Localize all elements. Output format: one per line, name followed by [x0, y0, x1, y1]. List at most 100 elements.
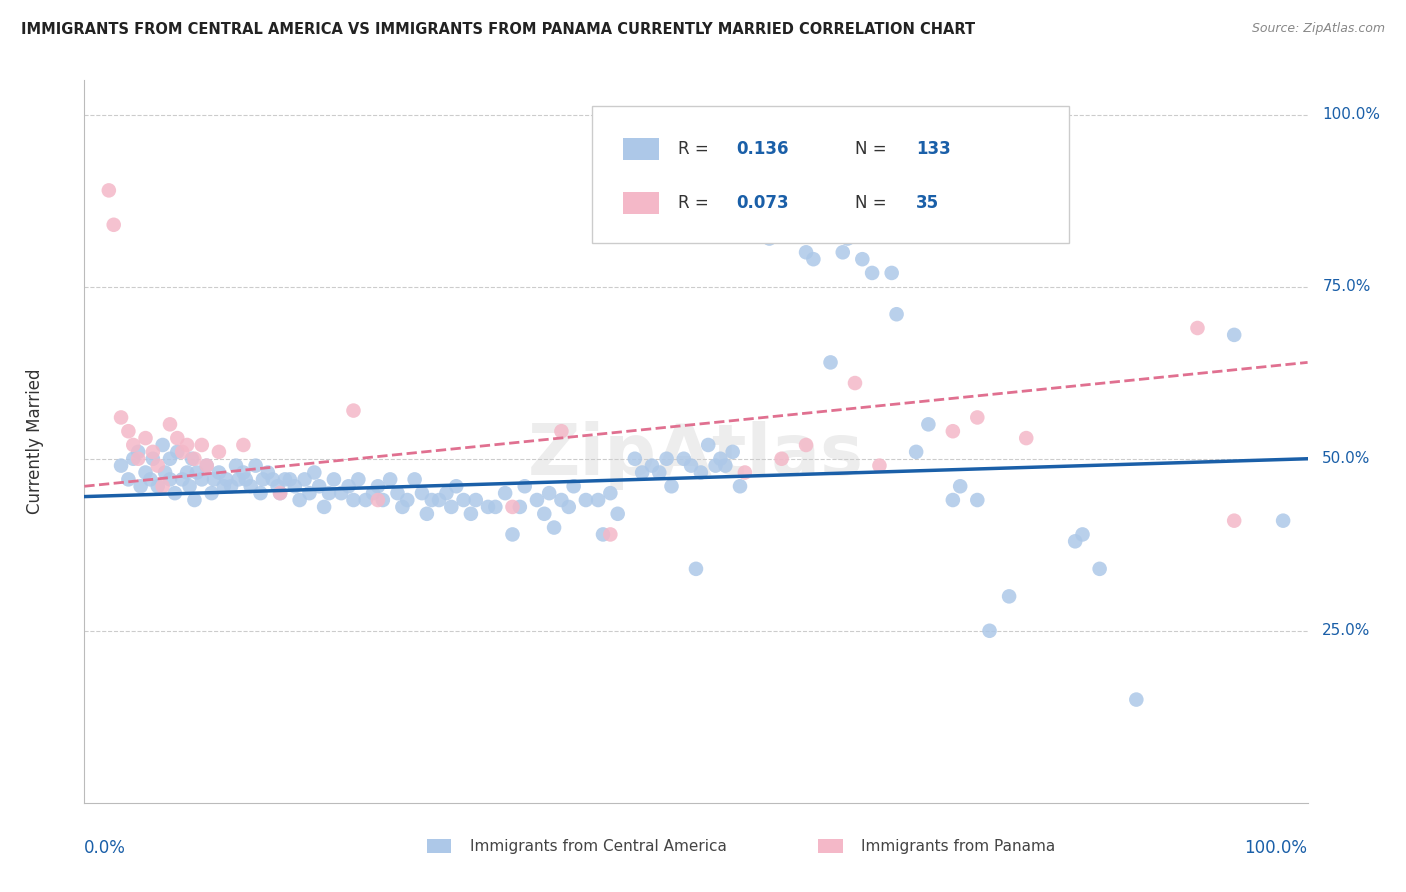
Point	[672, 451, 695, 466]
Point	[631, 466, 654, 480]
Point	[252, 472, 274, 486]
Point	[734, 466, 756, 480]
Point	[1071, 527, 1094, 541]
Point	[917, 417, 939, 432]
Point	[176, 438, 198, 452]
Point	[599, 527, 621, 541]
Point	[288, 493, 311, 508]
Point	[135, 466, 157, 480]
Text: 0.073: 0.073	[737, 194, 789, 212]
Point	[860, 266, 883, 280]
Point	[770, 451, 793, 466]
Point	[153, 466, 176, 480]
Point	[152, 479, 174, 493]
Point	[440, 500, 463, 514]
Point	[122, 451, 145, 466]
Point	[176, 466, 198, 480]
Point	[208, 445, 231, 459]
Point	[460, 507, 482, 521]
Point	[284, 479, 307, 493]
FancyBboxPatch shape	[623, 193, 659, 214]
Point	[186, 466, 208, 480]
Point	[110, 458, 132, 473]
Point	[697, 438, 720, 452]
Text: 0.0%: 0.0%	[84, 838, 127, 857]
Text: 133: 133	[917, 140, 950, 158]
Point	[1223, 514, 1246, 528]
Point	[502, 500, 524, 514]
Point	[820, 355, 842, 369]
Point	[714, 458, 737, 473]
Point	[689, 466, 711, 480]
Point	[127, 445, 149, 459]
Text: 25.0%: 25.0%	[1322, 624, 1371, 639]
Point	[942, 424, 965, 438]
Point	[239, 479, 262, 493]
Text: 100.0%: 100.0%	[1322, 107, 1381, 122]
FancyBboxPatch shape	[427, 838, 451, 854]
Point	[1064, 534, 1087, 549]
Point	[166, 445, 188, 459]
Point	[949, 479, 972, 493]
Point	[411, 486, 433, 500]
Point	[337, 479, 360, 493]
Point	[794, 438, 817, 452]
Text: Source: ZipAtlas.com: Source: ZipAtlas.com	[1251, 22, 1385, 36]
Point	[509, 500, 531, 514]
Point	[129, 479, 152, 493]
Point	[837, 231, 859, 245]
Point	[314, 500, 336, 514]
Point	[655, 451, 678, 466]
Point	[367, 479, 389, 493]
Point	[538, 486, 561, 500]
Point	[416, 507, 439, 521]
Point	[257, 466, 280, 480]
Text: Currently Married: Currently Married	[27, 368, 45, 515]
Point	[709, 451, 731, 466]
Point	[245, 458, 267, 473]
Point	[110, 410, 132, 425]
Point	[1187, 321, 1209, 335]
Point	[380, 472, 402, 486]
Point	[117, 424, 139, 438]
Point	[484, 500, 506, 514]
Point	[592, 527, 614, 541]
Point	[648, 466, 671, 480]
Point	[294, 472, 316, 486]
Point	[494, 486, 516, 500]
Point	[117, 472, 139, 486]
Text: 75.0%: 75.0%	[1322, 279, 1371, 294]
Point	[453, 493, 475, 508]
Text: 35: 35	[917, 194, 939, 212]
Point	[200, 486, 222, 500]
Point	[122, 438, 145, 452]
Text: R =: R =	[678, 140, 714, 158]
Point	[166, 431, 188, 445]
Point	[543, 520, 565, 534]
Point	[269, 486, 291, 500]
Point	[685, 562, 707, 576]
Text: R =: R =	[678, 194, 714, 212]
Point	[195, 458, 218, 473]
Point	[721, 445, 744, 459]
Point	[550, 493, 572, 508]
Point	[562, 479, 585, 493]
Point	[420, 493, 443, 508]
Point	[477, 500, 499, 514]
Point	[179, 479, 201, 493]
Point	[558, 500, 581, 514]
Point	[219, 479, 242, 493]
FancyBboxPatch shape	[592, 105, 1069, 243]
Point	[195, 458, 218, 473]
Point	[526, 493, 548, 508]
Point	[304, 466, 326, 480]
Point	[427, 493, 450, 508]
Point	[599, 486, 621, 500]
Point	[1125, 692, 1147, 706]
Point	[191, 438, 214, 452]
FancyBboxPatch shape	[623, 138, 659, 160]
Point	[159, 472, 181, 486]
Point	[1088, 562, 1111, 576]
Point	[347, 472, 370, 486]
Point	[404, 472, 426, 486]
